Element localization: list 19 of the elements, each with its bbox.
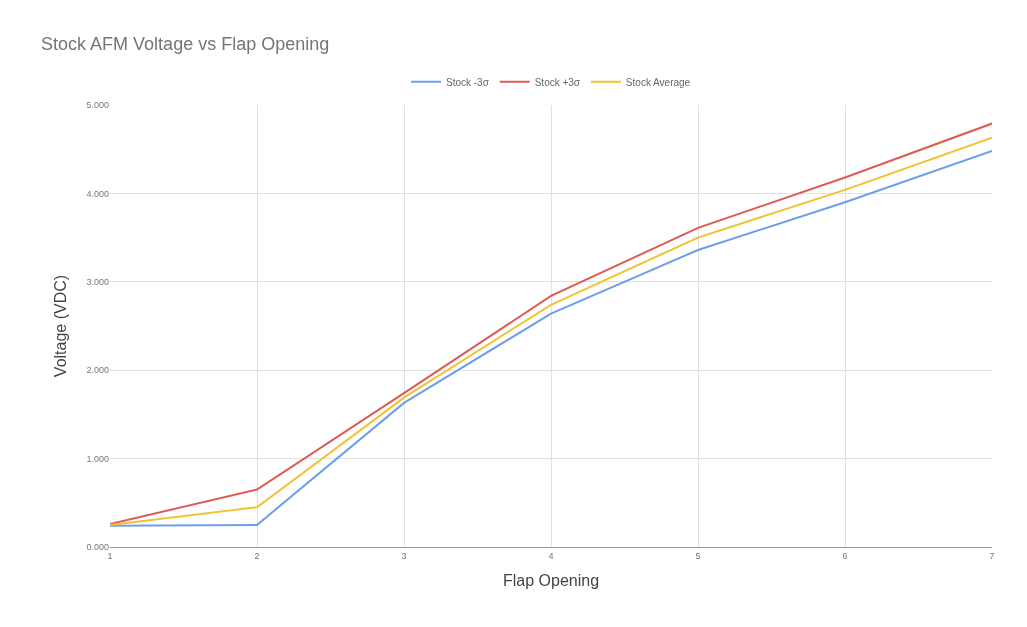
y-tick-label: 5.000 xyxy=(86,100,109,111)
y-axis-title: Voltage (VDC) xyxy=(52,274,70,378)
chart-title: Stock AFM Voltage vs Flap Opening xyxy=(41,34,330,55)
x-tick-label: 2 xyxy=(254,550,260,561)
x-tick-label: 7 xyxy=(989,550,995,561)
legend-label: Stock +3σ xyxy=(534,76,581,88)
y-tick-label: 4.000 xyxy=(86,188,109,199)
legend-label: Stock -3σ xyxy=(446,76,490,88)
x-tick-label: 6 xyxy=(842,550,848,561)
legend-label: Stock Average xyxy=(625,76,691,88)
y-tick-label: 0.000 xyxy=(86,542,109,553)
y-tick-label: 2.000 xyxy=(86,365,109,376)
x-axis-title: Flap Opening xyxy=(502,572,600,590)
x-tick-label: 5 xyxy=(695,550,701,561)
y-tick-label: 1.000 xyxy=(86,453,109,464)
x-tick-label: 1 xyxy=(107,550,113,561)
x-tick-label: 3 xyxy=(401,550,407,561)
x-tick-label: 4 xyxy=(548,550,554,561)
y-tick-label: 3.000 xyxy=(86,276,109,287)
